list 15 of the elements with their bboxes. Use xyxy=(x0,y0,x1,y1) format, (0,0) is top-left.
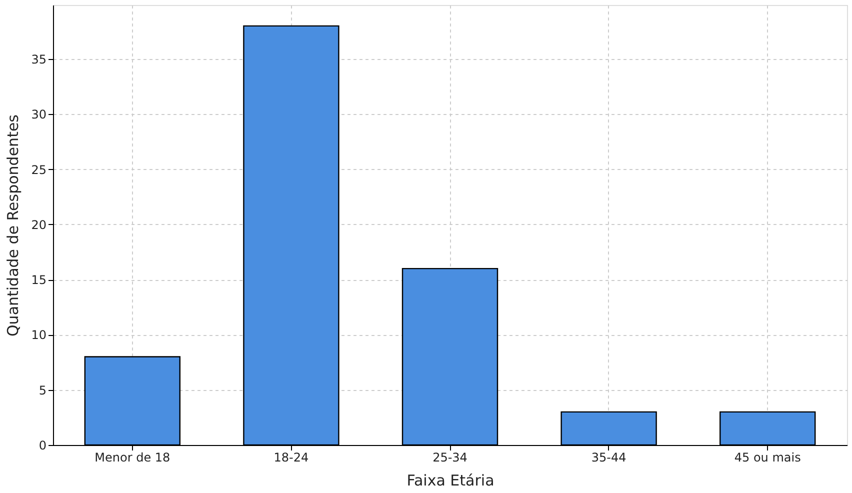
x-tick-label: 25-34 xyxy=(432,450,468,464)
x-tick-label: 35-44 xyxy=(591,450,626,464)
y-tick-label: 0 xyxy=(38,438,46,452)
y-tick-label: 15 xyxy=(31,273,46,288)
y-tick-label: 25 xyxy=(31,162,46,177)
y-tick-label: 30 xyxy=(31,108,46,122)
x-tick-label: 18-24 xyxy=(274,450,309,464)
x-tick-label: 45 ou mais xyxy=(734,450,801,464)
y-tick-label: 10 xyxy=(31,328,46,342)
y-tick-label: 5 xyxy=(38,383,46,398)
y-axis-title: Quantidade de Respondentes xyxy=(4,114,22,336)
y-tick-label: 35 xyxy=(31,52,46,67)
y-tick-label: 20 xyxy=(31,218,46,232)
x-axis-title: Faixa Etária xyxy=(406,472,494,490)
x-tick-label: Menor de 18 xyxy=(94,450,170,464)
